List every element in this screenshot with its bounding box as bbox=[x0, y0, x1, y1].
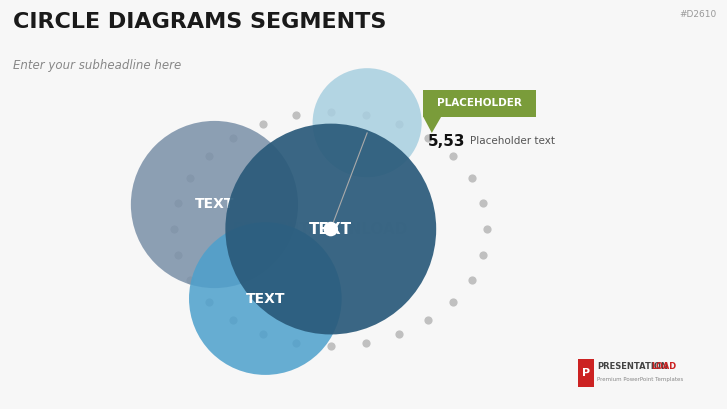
Text: Placeholder text: Placeholder text bbox=[470, 136, 555, 146]
Point bbox=[172, 200, 184, 207]
FancyBboxPatch shape bbox=[423, 90, 536, 117]
Point bbox=[169, 226, 180, 232]
Point bbox=[228, 135, 239, 141]
Point bbox=[447, 153, 459, 160]
Point bbox=[422, 135, 434, 141]
Point bbox=[257, 121, 269, 127]
Point bbox=[184, 175, 196, 182]
Point bbox=[290, 339, 302, 346]
Point bbox=[393, 121, 404, 127]
FancyBboxPatch shape bbox=[578, 359, 594, 387]
Ellipse shape bbox=[324, 222, 338, 236]
Text: LOAD: LOAD bbox=[651, 362, 677, 371]
Text: 5,53: 5,53 bbox=[427, 134, 465, 148]
Text: PRESENTATION: PRESENTATION bbox=[597, 362, 667, 371]
Text: #D2610: #D2610 bbox=[679, 10, 716, 19]
Point bbox=[481, 226, 493, 232]
Ellipse shape bbox=[131, 121, 298, 288]
Point bbox=[478, 252, 489, 258]
Text: TEXT: TEXT bbox=[195, 198, 234, 211]
Point bbox=[447, 299, 459, 305]
Point bbox=[184, 276, 196, 283]
Text: TEXT: TEXT bbox=[246, 292, 285, 306]
Point bbox=[325, 342, 337, 349]
Point bbox=[466, 175, 478, 182]
Point bbox=[422, 317, 434, 324]
Text: CIRCLE DIAGRAMS SEGMENTS: CIRCLE DIAGRAMS SEGMENTS bbox=[13, 12, 387, 32]
Point bbox=[228, 317, 239, 324]
Point bbox=[478, 200, 489, 207]
Point bbox=[172, 252, 184, 258]
Ellipse shape bbox=[189, 222, 342, 375]
Point bbox=[360, 339, 371, 346]
Text: P: P bbox=[582, 368, 590, 378]
Text: PRESENTATIONLOAD: PRESENTATIONLOAD bbox=[232, 222, 408, 236]
Point bbox=[203, 153, 214, 160]
Point bbox=[290, 112, 302, 119]
Ellipse shape bbox=[313, 68, 422, 177]
Text: Enter your subheadline here: Enter your subheadline here bbox=[13, 59, 181, 72]
Text: TEXT: TEXT bbox=[309, 222, 353, 236]
Text: PLACEHOLDER: PLACEHOLDER bbox=[438, 98, 522, 108]
Polygon shape bbox=[423, 117, 441, 133]
Point bbox=[325, 109, 337, 116]
Point bbox=[203, 299, 214, 305]
Point bbox=[257, 331, 269, 337]
Point bbox=[360, 112, 371, 119]
Text: Premium PowerPoint Templates: Premium PowerPoint Templates bbox=[597, 377, 683, 382]
Point bbox=[466, 276, 478, 283]
Ellipse shape bbox=[225, 124, 436, 335]
Point bbox=[393, 331, 404, 337]
